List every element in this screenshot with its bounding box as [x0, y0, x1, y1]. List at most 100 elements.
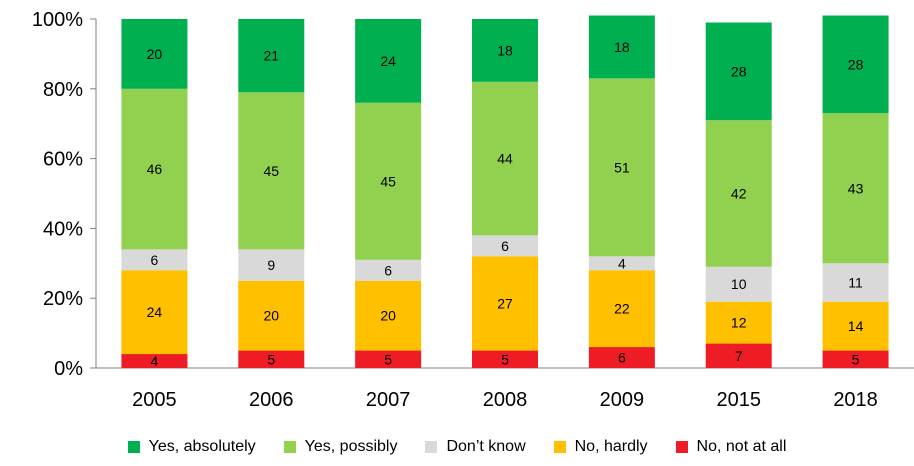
bar-segment: [588, 15, 655, 79]
x-tick-label: 2018: [833, 389, 878, 411]
data-label: 28: [731, 63, 747, 79]
x-tick-label: 2007: [366, 389, 411, 411]
legend-item: Yes, absolutely: [127, 438, 256, 456]
data-label: 20: [380, 308, 396, 324]
bar-segment: [588, 78, 655, 257]
legend-swatch: [283, 441, 296, 453]
data-label: 6: [618, 350, 626, 366]
data-label: 20: [147, 46, 163, 62]
data-label: 9: [267, 257, 275, 273]
bar-segment: [238, 19, 305, 93]
bar-segment: [355, 350, 422, 368]
data-label: 7: [735, 348, 743, 364]
bar-segment: [238, 350, 305, 368]
legend-label: Yes, possibly: [304, 438, 398, 455]
bar-segment: [588, 256, 655, 271]
data-label: 5: [501, 351, 509, 367]
bar-segment: [588, 347, 655, 368]
bar-segment: [822, 113, 889, 264]
data-label: 12: [731, 315, 747, 331]
bar-segment: [121, 88, 188, 250]
data-label: 45: [263, 163, 279, 179]
bar-segment: [588, 270, 655, 348]
data-label: 6: [501, 238, 509, 254]
bar-segment: [472, 81, 538, 236]
legend-item: No, hardly: [553, 438, 648, 456]
bar-segment: [472, 235, 538, 257]
data-label: 22: [614, 301, 630, 317]
y-tick-label: 80%: [43, 79, 83, 101]
legend-label: Yes, absolutely: [148, 438, 256, 455]
bar-segment: [238, 249, 305, 281]
bar-segment: [705, 343, 772, 368]
legend-swatch: [425, 441, 438, 453]
bar-segment: [705, 266, 772, 302]
bar-segment: [472, 350, 538, 368]
data-label: 51: [614, 159, 630, 175]
legend-label: No, hardly: [574, 438, 648, 455]
stacked-bar-chart: 0%20%40%60%80%100%4246462020055209452120…: [32, 9, 914, 411]
x-tick-label: 2009: [600, 389, 645, 411]
legend-label: Don’t know: [446, 438, 526, 455]
x-tick-label: 2006: [249, 389, 294, 411]
bar-segment: [355, 19, 422, 103]
data-label: 6: [384, 262, 392, 278]
bar-segment: [238, 280, 305, 351]
bar-segment: [822, 350, 889, 368]
bar-segment: [355, 102, 422, 260]
bar-segment: [238, 92, 305, 250]
data-label: 5: [267, 351, 275, 367]
y-tick-label: 20%: [43, 288, 83, 310]
data-label: 28: [848, 56, 864, 72]
data-label: 43: [848, 180, 864, 196]
data-label: 21: [263, 48, 279, 64]
bar-segment: [121, 270, 188, 355]
bar-segment: [472, 256, 538, 351]
legend-label: No, not at all: [696, 438, 787, 455]
y-tick-label: 40%: [43, 218, 83, 240]
data-label: 20: [263, 308, 279, 324]
bar-segment: [705, 301, 772, 344]
x-tick-label: 2008: [483, 389, 528, 411]
bar-segment: [705, 120, 772, 267]
data-label: 45: [380, 173, 396, 189]
bar-segment: [705, 22, 772, 121]
data-label: 6: [151, 252, 159, 268]
bar-segment: [355, 280, 422, 351]
data-label: 5: [852, 351, 860, 367]
legend-swatch: [553, 441, 566, 453]
y-tick-label: 100%: [32, 9, 83, 31]
data-label: 42: [731, 186, 747, 202]
legend-item: Don’t know: [425, 438, 526, 456]
data-label: 11: [848, 274, 863, 290]
data-label: 4: [618, 255, 626, 271]
data-label: 10: [731, 276, 747, 292]
data-label: 44: [497, 151, 513, 167]
legend-item: Yes, possibly: [283, 438, 398, 456]
bar-segment: [472, 19, 538, 82]
legend-swatch: [127, 441, 140, 453]
data-label: 14: [848, 318, 864, 334]
legend-item: No, not at all: [675, 438, 787, 456]
data-label: 18: [497, 42, 513, 58]
bar-segment: [822, 263, 889, 302]
data-label: 46: [147, 161, 163, 177]
bar-segment: [121, 249, 188, 271]
bar-segment: [822, 15, 889, 114]
data-label: 5: [384, 351, 392, 367]
legend: Yes, absolutely Yes, possibly Don’t know No…: [0, 438, 914, 456]
legend-swatch: [675, 441, 688, 453]
bar-segment: [121, 19, 188, 89]
x-tick-label: 2005: [132, 389, 177, 411]
bar-segment: [822, 301, 889, 351]
y-tick-label: 0%: [54, 358, 83, 380]
data-label: 27: [497, 295, 513, 311]
data-label: 18: [614, 39, 630, 55]
bar-segment: [121, 354, 188, 368]
data-label: 24: [147, 304, 163, 320]
bar-segment: [355, 259, 422, 281]
x-tick-label: 2015: [716, 389, 761, 411]
y-tick-label: 60%: [43, 149, 83, 171]
data-label: 24: [380, 53, 396, 69]
